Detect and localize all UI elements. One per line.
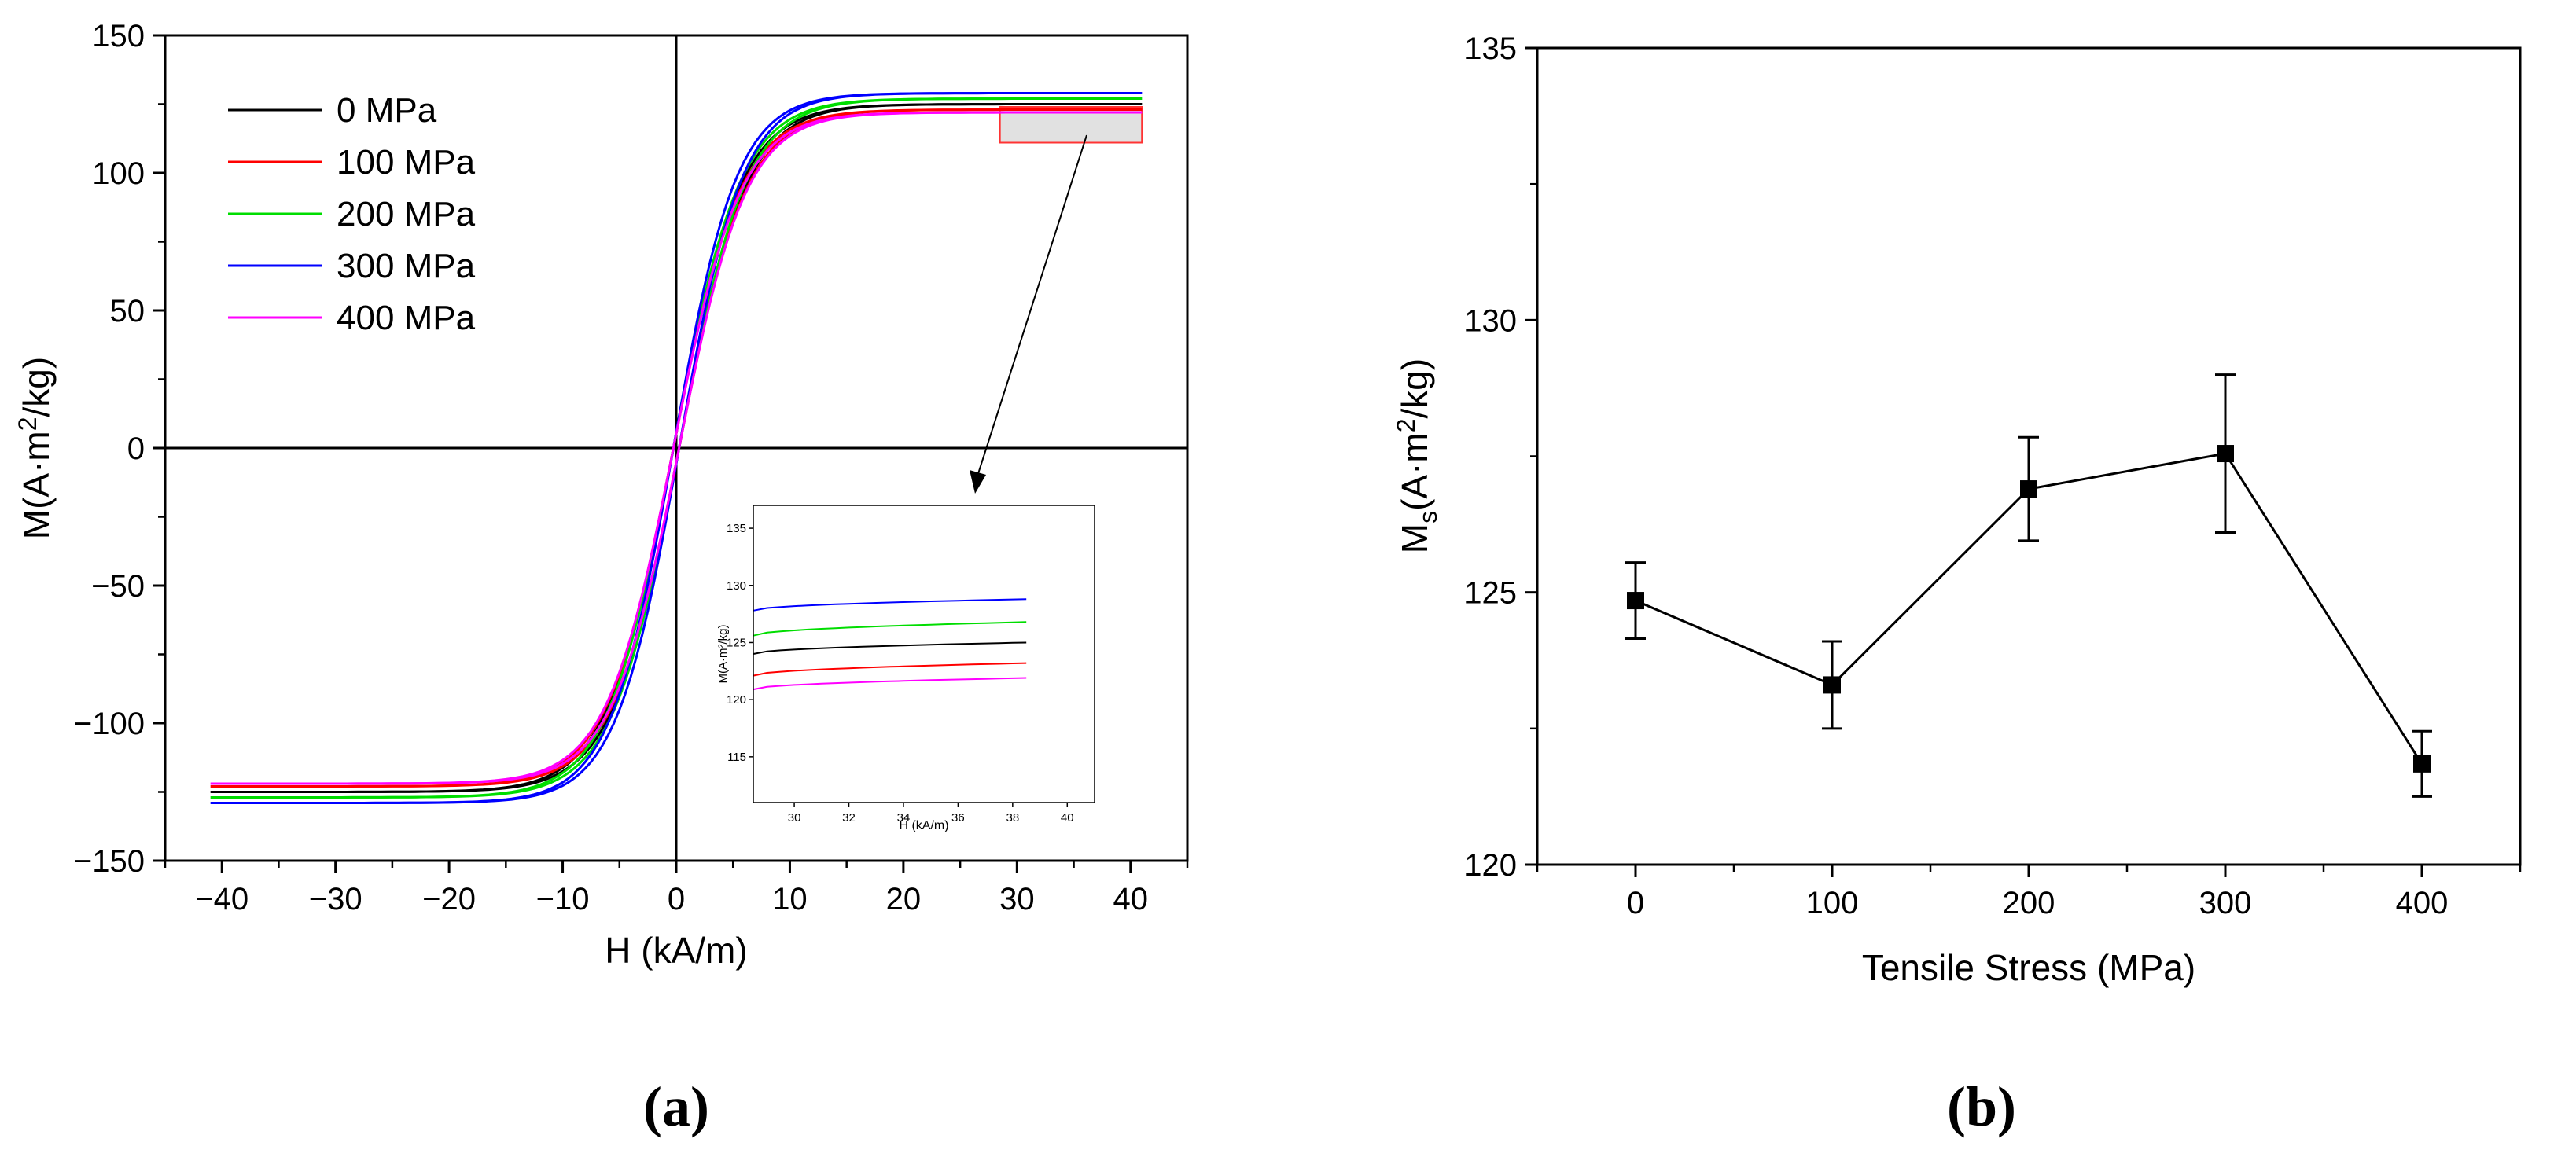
- y-tick-label: 100: [92, 156, 145, 191]
- inset-curve-400-mpa: [753, 677, 1027, 691]
- zoom-arrow-line: [974, 134, 1087, 484]
- inset-curve-0-mpa: [753, 641, 1027, 655]
- y-tick-label: 120: [1464, 848, 1517, 883]
- y-tick-label: 50: [110, 294, 145, 329]
- x-tick-label: 20: [886, 882, 922, 916]
- data-point-marker: [1823, 676, 1841, 694]
- inset-x-tick-label: 32: [842, 811, 856, 825]
- inset-curve-100-mpa: [753, 662, 1027, 677]
- y-tick-label: −150: [74, 844, 145, 879]
- panel-a-curves: [210, 92, 1143, 804]
- y-tick-label: 130: [1464, 303, 1517, 338]
- inset-y-tick-label: 135: [727, 522, 746, 535]
- zoom-arrow-head: [970, 470, 986, 494]
- x-tick-label: 0: [668, 882, 685, 916]
- legend-label: 0 MPa: [337, 91, 437, 130]
- inset-y-ticks: 115 120 125 130 135: [727, 522, 753, 764]
- x-tick-label: 10: [772, 882, 808, 916]
- inset-y-tick-label: 120: [727, 693, 746, 707]
- y-tick-label: 150: [92, 19, 145, 53]
- panel-a-hysteresis-chart: −40 −30 −20 −10 0 10 20 30 40 −150−100−500501001…: [13, 19, 1189, 1138]
- x-tick-label: 30: [999, 882, 1035, 916]
- panel-a-y-axis-label: M(A·m2/kg): [13, 357, 57, 539]
- x-tick-label: 300: [2199, 886, 2252, 920]
- inset-x-axis-label: H (kA/m): [899, 819, 948, 832]
- inset-x-tick-label: 34: [897, 811, 911, 825]
- y-tick-label: −50: [91, 569, 145, 604]
- panel-a-legend: 0 MPa 100 MPa 200 MPa 300 MPa 400 MPa: [228, 91, 476, 337]
- inset-plot-frame: [753, 505, 1095, 803]
- y-tick-label: 135: [1464, 31, 1517, 66]
- x-tick-label: 100: [1806, 886, 1859, 920]
- inset-x-tick-label: 40: [1061, 811, 1074, 825]
- inset-x-ticks: 30 32 34 36 38 40: [788, 803, 1074, 825]
- x-tick-label: 200: [2003, 886, 2055, 920]
- inset-x-tick-label: 30: [788, 811, 801, 825]
- legend-label: 200 MPa: [337, 195, 476, 233]
- y-tick-label: −100: [74, 707, 145, 741]
- x-tick-label: 40: [1113, 882, 1149, 916]
- inset-curve-300-mpa: [753, 598, 1027, 612]
- inset-background: [717, 505, 1095, 803]
- inset-y-tick-label: 130: [727, 579, 746, 593]
- inset-y-tick-label: 125: [727, 636, 746, 649]
- panel-a-x-axis-label: H (kA/m): [605, 930, 747, 971]
- x-tick-label: −20: [422, 882, 476, 916]
- legend-label: 400 MPa: [337, 299, 476, 337]
- panel-b-x-ticks: 0 100 200 300 400: [1536, 865, 2522, 920]
- curve-descending-400-mpa: [210, 111, 1143, 785]
- panel-b-data: [1625, 373, 2432, 798]
- x-tick-label: 0: [1627, 886, 1644, 920]
- data-point-marker: [2020, 480, 2037, 498]
- panel-b-ms-vs-stress-chart: 0 100 200 300 400 120 125 130 135 Tensile Stres…: [1392, 31, 2522, 1138]
- inset-curve-200-mpa: [753, 621, 1027, 637]
- y-tick-label: 125: [1464, 576, 1517, 611]
- data-point-marker: [2217, 445, 2234, 463]
- panel-a-zero-lines: [165, 35, 1187, 861]
- legend-label: 100 MPa: [337, 143, 476, 182]
- x-tick-label: −30: [309, 882, 362, 916]
- panel-a-inset: 30 32 34 36 38 40 115 120 125 130 135 H (kA/m) M(…: [716, 505, 1095, 832]
- panel-b-x-axis-label: Tensile Stress (MPa): [1862, 947, 2195, 988]
- x-tick-label: −10: [536, 882, 590, 916]
- panel-a-y-ticks: −150 −100 −50 0 50 100 150: [74, 19, 165, 879]
- inset-y-tick-label: 115: [727, 751, 746, 764]
- inset-x-tick-label: 36: [951, 811, 965, 825]
- panel-a-caption: (a): [643, 1075, 709, 1138]
- data-point-marker: [1627, 592, 1644, 610]
- x-tick-label: 400: [2396, 886, 2449, 920]
- inset-x-tick-label: 38: [1006, 811, 1019, 825]
- x-tick-label: −40: [195, 882, 248, 916]
- data-point-marker: [2413, 755, 2431, 773]
- legend-label: 300 MPa: [337, 247, 476, 285]
- panel-b-y-ticks: 120 125 130 135: [1464, 31, 1537, 883]
- panel-b-y-axis-label: Ms(A·m2/kg): [1392, 358, 1442, 553]
- inset-y-axis-label: M(A·m²/kg): [716, 625, 730, 684]
- y-tick-label: 0: [127, 432, 145, 466]
- panel-b-caption: (b): [1947, 1075, 2016, 1138]
- panel-a-x-ticks: −40 −30 −20 −10 0 10 20 30 40: [164, 861, 1189, 916]
- inset-curves: [753, 598, 1027, 691]
